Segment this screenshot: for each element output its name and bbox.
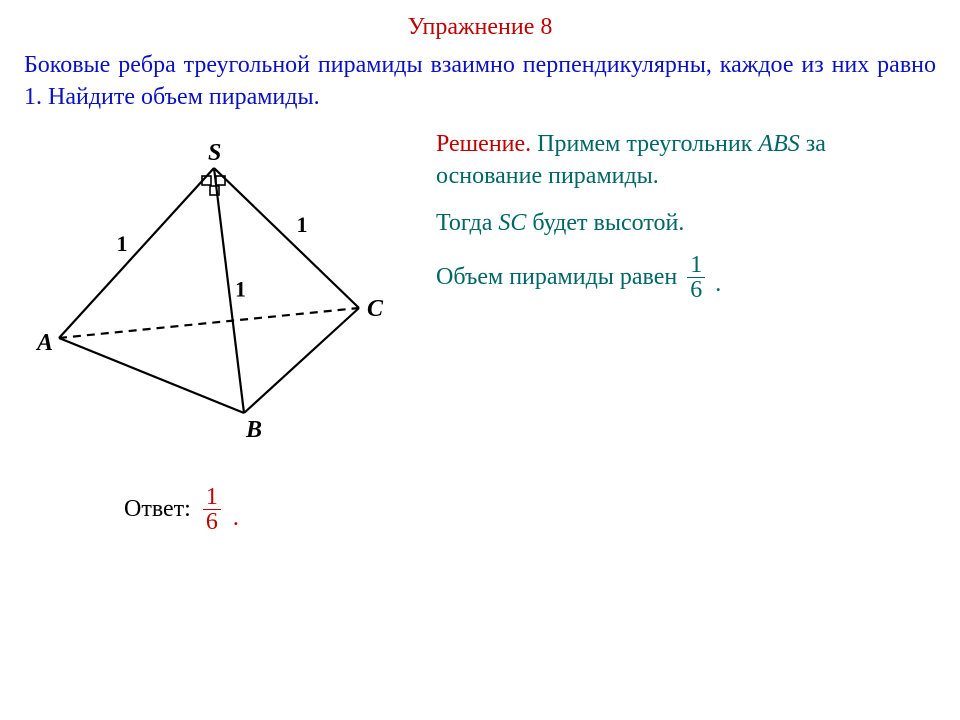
solution-word: Решение.: [436, 131, 531, 157]
pyramid-figure: S A B C 1 1 1: [24, 138, 404, 438]
volume-frac-num: 1: [687, 253, 705, 278]
segment-sc: SC: [498, 210, 526, 236]
solution-line-3: Объем пирамиды равен 1 6 .: [436, 253, 936, 302]
answer-row: Ответ: 1 6 .: [0, 485, 960, 534]
exercise-title: Упражнение 8: [0, 0, 960, 41]
svg-text:1: 1: [117, 231, 128, 256]
svg-text:1: 1: [297, 212, 308, 237]
content-row: S A B C 1 1 1 Решение. Примем треугольник ABS …: [0, 114, 960, 445]
sol1-rest: Примем треугольник: [531, 131, 758, 157]
sol2-b: будет высотой.: [526, 210, 684, 236]
sol2-a: Тогда: [436, 210, 498, 236]
volume-fraction: 1 6: [687, 253, 705, 302]
answer-fraction: 1 6: [203, 485, 221, 534]
volume-text: Объем пирамиды равен: [436, 261, 677, 293]
svg-text:S: S: [208, 140, 221, 166]
solution-line-1: Решение. Примем треугольник ABS за основ…: [436, 128, 936, 193]
problem-statement: Боковые ребра треугольной пирамиды взаим…: [0, 41, 960, 114]
volume-frac-den: 6: [687, 278, 705, 302]
svg-text:1: 1: [235, 276, 246, 301]
figure-column: S A B C 1 1 1: [24, 128, 424, 445]
svg-text:C: C: [367, 296, 384, 322]
solution-column: Решение. Примем треугольник ABS за основ…: [424, 128, 936, 316]
solution-line-2: Тогда SC будет высотой.: [436, 207, 936, 239]
triangle-abs: ABS: [758, 131, 799, 157]
volume-period: .: [715, 268, 721, 302]
answer-frac-num: 1: [203, 485, 221, 510]
answer-frac-den: 6: [203, 510, 221, 534]
svg-text:A: A: [35, 330, 53, 356]
answer-label: Ответ:: [124, 496, 191, 523]
svg-text:B: B: [245, 417, 262, 438]
answer-period: .: [233, 505, 239, 534]
